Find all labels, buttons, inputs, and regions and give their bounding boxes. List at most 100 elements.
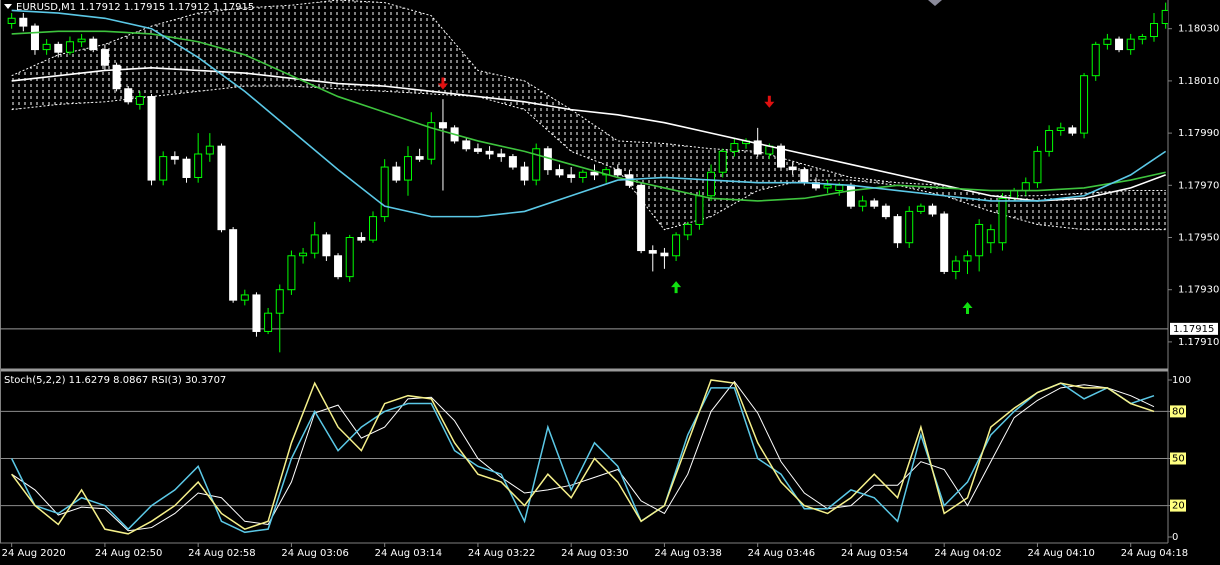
candle-body (1150, 22, 1159, 38)
candle-body (217, 145, 226, 231)
candle-body (881, 205, 890, 218)
candle-body (672, 234, 681, 257)
candle-body (1091, 43, 1100, 77)
candle-body (287, 255, 296, 291)
candle-body (637, 184, 646, 252)
candle-body (1080, 75, 1089, 134)
candle-body (170, 156, 179, 160)
candle-body (707, 171, 716, 197)
candle-body (89, 38, 98, 51)
candle-body (1161, 9, 1168, 24)
candle-body (252, 294, 261, 332)
x-tick-label: 24 Aug 03:14 (375, 548, 442, 559)
signal-arrow (962, 301, 973, 314)
candle-body (322, 234, 331, 257)
candle-body (846, 184, 855, 207)
candle-body (240, 294, 249, 301)
y-tick-label: 1.17990 (1178, 128, 1219, 139)
candle-body (1103, 38, 1112, 45)
candle-body (275, 289, 284, 314)
moving-average (11, 9, 1167, 218)
candle-body (380, 166, 389, 218)
x-tick-label: 24 Aug 03:22 (468, 548, 535, 559)
level-box (1170, 499, 1186, 512)
candle-body (205, 145, 214, 155)
indicator-title: Stoch(5,2,2) 11.6279 8.0867 RSI(3) 30.37… (4, 375, 226, 386)
candle-body (963, 255, 972, 262)
candle-body (497, 153, 506, 158)
y-tick-label: 1.17970 (1178, 180, 1219, 191)
y-tick-label: 0 (1172, 532, 1178, 543)
candle-body (1045, 129, 1054, 152)
candle-body (345, 237, 354, 278)
candle-body (194, 153, 203, 178)
y-tick-label: 1.18010 (1178, 76, 1219, 87)
y-tick-label: 80 (1172, 406, 1185, 417)
candle-body (135, 96, 144, 105)
oscillator-line (11, 379, 1155, 535)
candle-body (54, 43, 63, 53)
candle-body (369, 216, 378, 241)
candle-body (392, 166, 401, 181)
indicator-plot (0, 379, 1168, 535)
bid-label-box (1170, 322, 1218, 335)
chart-title: EURUSD,M1 1.17912 1.17915 1.17912 1.1791… (16, 2, 254, 13)
y-tick-label: 1.17930 (1178, 285, 1219, 296)
candle-body (648, 250, 657, 254)
candle-body (415, 156, 424, 160)
signal-arrow (764, 95, 775, 108)
x-tick-label: 24 Aug 04:10 (1027, 548, 1094, 559)
candle-body (578, 171, 587, 178)
candle-body (334, 255, 343, 278)
y-tick-label: 100 (1172, 375, 1191, 386)
candle-body (299, 252, 308, 257)
scroll-marker (928, 0, 942, 6)
candle-body (835, 184, 844, 192)
candle-body (438, 122, 447, 129)
cloud-edge (11, 85, 1166, 231)
candle-body (1021, 182, 1030, 192)
cloud-edge (11, 0, 1166, 197)
candle-body (1068, 127, 1077, 134)
candle-body (718, 150, 727, 173)
candle-body (730, 143, 739, 152)
candle-body (310, 234, 319, 254)
candle-body (19, 17, 28, 27)
candle-body (357, 237, 366, 241)
x-tick-label: 24 Aug 03:38 (654, 548, 721, 559)
candle-body (532, 148, 541, 181)
candle-body (870, 200, 879, 207)
candle-body (1056, 127, 1065, 131)
x-tick-label: 24 Aug 02:58 (188, 548, 255, 559)
candle-body (427, 122, 436, 160)
candle-body (462, 140, 471, 150)
x-tick-label: 24 Aug 03:06 (281, 548, 348, 559)
candle-body (998, 197, 1007, 244)
ichimoku-cloud (11, 0, 1166, 230)
candle-body (112, 64, 121, 90)
candle-body (695, 195, 704, 225)
x-tick-label: 24 Aug 04:02 (934, 548, 1001, 559)
candle-body (916, 205, 925, 212)
candle-body (800, 169, 809, 184)
candle-body (905, 210, 914, 244)
candle-body (567, 174, 576, 178)
candle-body (159, 156, 168, 181)
menu-triangle (4, 4, 12, 9)
candle-body (264, 312, 273, 332)
candle-body (520, 166, 529, 181)
y-tick-label: 50 (1172, 454, 1185, 465)
candle-body (1033, 150, 1042, 184)
candle-body (7, 17, 16, 24)
candle-body (100, 49, 109, 66)
candle-body (858, 200, 867, 207)
candle-body (403, 156, 412, 181)
candle-body (975, 223, 984, 257)
moving-average (11, 67, 1166, 202)
y-tick-label: 1.18030 (1178, 24, 1219, 35)
candle-body (613, 169, 622, 176)
candle-body (555, 169, 564, 176)
